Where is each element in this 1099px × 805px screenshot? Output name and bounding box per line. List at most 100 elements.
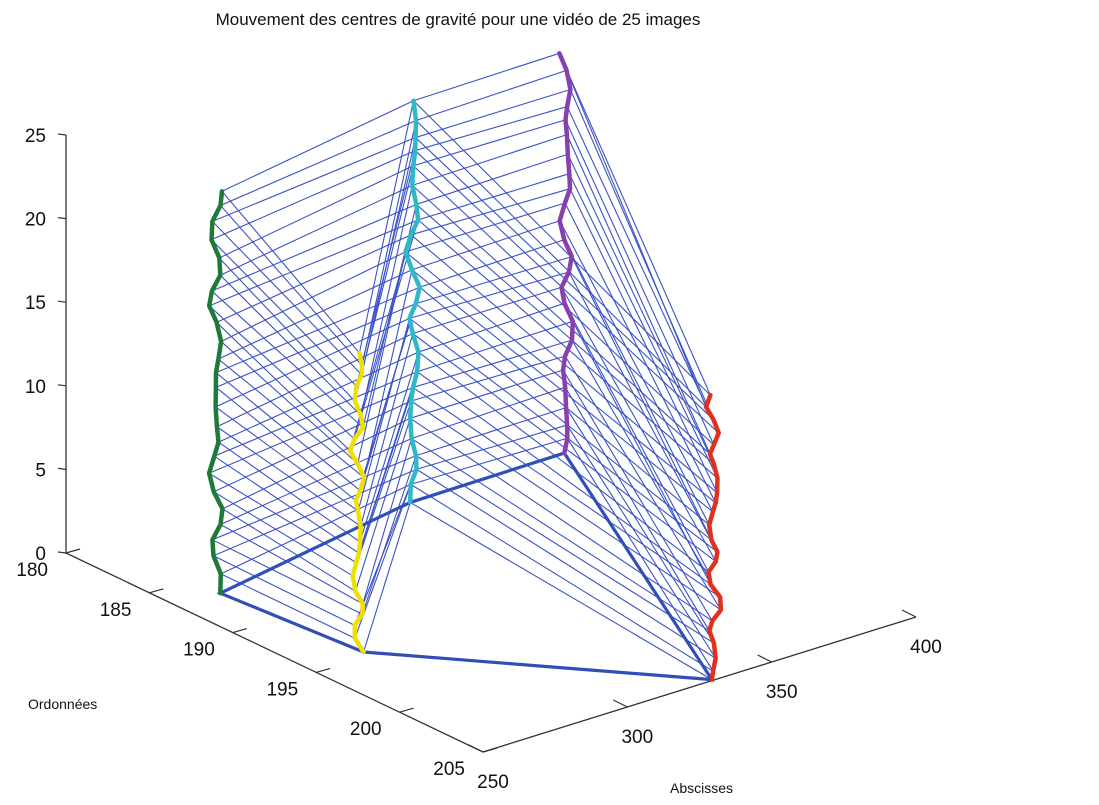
mesh-segment bbox=[218, 351, 419, 443]
x-tick-label: 250 bbox=[477, 772, 509, 793]
mesh-segment bbox=[558, 53, 711, 396]
mesh-segment bbox=[220, 341, 359, 465]
mesh-segment bbox=[213, 491, 354, 577]
z-tick-mark bbox=[57, 551, 67, 554]
mesh-segment bbox=[566, 134, 711, 455]
xlabel: Abscisses bbox=[670, 780, 733, 796]
y-tick-mark bbox=[482, 747, 498, 753]
axes: 0 5 10 15 20 25 180 185 190 195 200 205 250 300 350 400 bbox=[16, 126, 942, 793]
mesh-segment bbox=[215, 303, 417, 388]
mesh-segment bbox=[220, 205, 363, 366]
z-tick-label: 5 bbox=[35, 460, 46, 481]
ylabel: Ordonnées bbox=[28, 696, 97, 712]
mesh-segment bbox=[211, 150, 416, 241]
mesh-segment bbox=[218, 269, 413, 360]
mesh-segment bbox=[212, 221, 363, 376]
y-tick-mark bbox=[232, 628, 247, 634]
y-tick-mark bbox=[399, 707, 414, 713]
chart-title: Mouvement des centres de gravité pour un… bbox=[216, 10, 701, 29]
mesh-segment bbox=[211, 203, 417, 292]
mesh-segment bbox=[220, 524, 364, 605]
mesh-segment bbox=[411, 438, 710, 632]
mesh-segment bbox=[213, 468, 417, 557]
mesh-segment bbox=[418, 351, 709, 573]
mesh-segment bbox=[405, 251, 717, 504]
mesh-segment bbox=[416, 371, 711, 585]
mesh-segment bbox=[410, 369, 564, 419]
mesh-segment bbox=[415, 120, 707, 408]
y-tick-label: 180 bbox=[16, 560, 48, 581]
x-tick-mark bbox=[757, 654, 772, 663]
y-tick-label: 200 bbox=[350, 719, 382, 740]
y-tick-mark bbox=[65, 548, 81, 554]
mesh-segment bbox=[569, 188, 718, 494]
mesh-segment bbox=[211, 290, 364, 429]
x-tick-label: 350 bbox=[766, 682, 798, 703]
series-line bbox=[557, 51, 576, 456]
mesh-segment bbox=[416, 468, 716, 659]
mesh-segment bbox=[415, 106, 568, 152]
y-tick-mark bbox=[316, 667, 331, 673]
mesh-segment bbox=[409, 271, 570, 319]
mesh-segment bbox=[567, 154, 715, 465]
z-tick-mark bbox=[57, 217, 67, 220]
y-axis-line bbox=[65, 552, 484, 753]
x-tick-mark bbox=[613, 699, 628, 708]
z-tick-label: 20 bbox=[25, 210, 46, 231]
mesh-segment bbox=[216, 321, 351, 452]
mesh-segment bbox=[412, 387, 721, 598]
mesh-segment bbox=[561, 287, 717, 562]
mesh-segment bbox=[415, 407, 567, 457]
mesh-segment bbox=[568, 173, 719, 479]
mesh-segment bbox=[215, 372, 361, 492]
mesh-segment bbox=[215, 386, 357, 502]
mesh-segment bbox=[358, 100, 415, 354]
mesh-segment bbox=[211, 239, 357, 387]
mesh-segment bbox=[413, 119, 566, 167]
mesh-segment bbox=[410, 188, 571, 236]
mesh-segment bbox=[216, 234, 412, 323]
mesh-segment bbox=[415, 69, 567, 122]
mesh-segment bbox=[559, 220, 714, 513]
mesh-segment bbox=[208, 386, 414, 474]
mesh-segment bbox=[564, 355, 722, 611]
mesh-segment bbox=[212, 455, 417, 541]
mesh-segment bbox=[215, 286, 420, 374]
series-line bbox=[403, 98, 422, 505]
mesh-segment bbox=[220, 438, 412, 525]
y-tick-mark bbox=[149, 588, 164, 594]
mesh-segment bbox=[564, 386, 710, 632]
x-tick-mark bbox=[468, 744, 484, 753]
mesh-segment bbox=[571, 256, 712, 541]
z-tick-label: 10 bbox=[25, 377, 46, 398]
mesh-segment bbox=[357, 251, 406, 464]
mesh-segment bbox=[208, 305, 355, 440]
mesh-segment bbox=[415, 256, 572, 305]
mesh-segment bbox=[415, 204, 715, 465]
z-tick-label: 15 bbox=[25, 293, 46, 314]
mesh-segment bbox=[216, 333, 413, 428]
mesh-segment bbox=[409, 317, 718, 553]
x-tick-mark bbox=[901, 609, 917, 618]
mesh-segment bbox=[361, 120, 417, 366]
mesh-segment bbox=[221, 100, 414, 192]
mesh-segment bbox=[219, 165, 414, 259]
mesh-segment bbox=[414, 150, 720, 434]
mesh-segment bbox=[416, 320, 573, 373]
mesh-segment bbox=[565, 407, 715, 644]
mesh-segment bbox=[566, 70, 707, 408]
mesh-segment bbox=[564, 202, 717, 504]
mesh-segment bbox=[412, 134, 568, 186]
mesh-segment bbox=[569, 89, 714, 420]
mesh-segment bbox=[413, 52, 560, 102]
mesh-segment bbox=[363, 269, 413, 478]
mesh-lines bbox=[208, 52, 722, 682]
mesh-segment bbox=[215, 317, 410, 408]
mesh-segment bbox=[564, 119, 715, 446]
series-line bbox=[206, 189, 225, 596]
mesh-segment bbox=[415, 303, 712, 541]
x-tick-label: 400 bbox=[910, 637, 942, 658]
mesh-segment bbox=[410, 400, 722, 611]
mesh-segment bbox=[411, 386, 566, 440]
